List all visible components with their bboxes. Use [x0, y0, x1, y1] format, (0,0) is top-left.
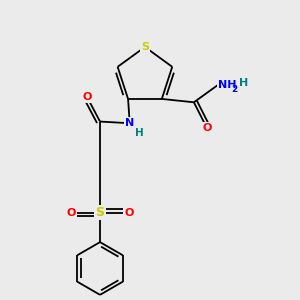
Text: S: S: [95, 206, 104, 219]
Text: O: O: [124, 208, 134, 218]
Text: N: N: [125, 118, 134, 128]
Text: O: O: [82, 92, 92, 102]
Text: 2: 2: [231, 85, 237, 94]
Text: S: S: [141, 42, 149, 52]
Text: H: H: [135, 128, 144, 138]
Text: O: O: [202, 123, 211, 133]
Text: O: O: [67, 208, 76, 218]
Text: NH: NH: [218, 80, 237, 90]
Text: H: H: [239, 78, 248, 88]
